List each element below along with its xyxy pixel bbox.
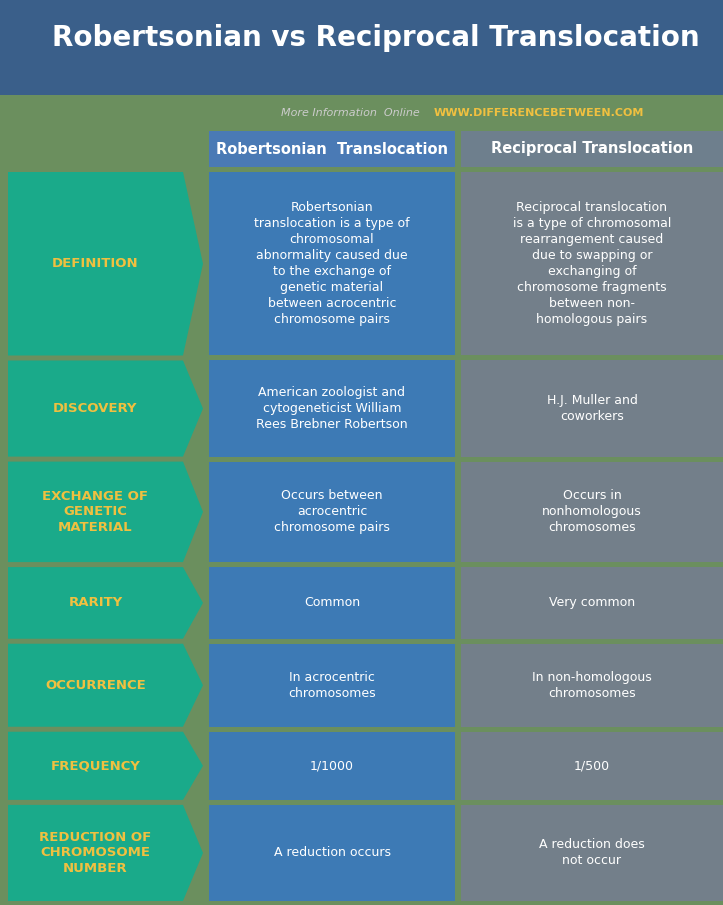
FancyBboxPatch shape xyxy=(209,172,455,356)
Polygon shape xyxy=(8,360,203,457)
Text: Occurs in
nonhomologous
chromosomes: Occurs in nonhomologous chromosomes xyxy=(542,490,642,534)
Text: Robertsonian vs Reciprocal Translocation: Robertsonian vs Reciprocal Translocation xyxy=(52,24,700,52)
Text: Robertsonian
translocation is a type of
chromosomal
abnormality caused due
to th: Robertsonian translocation is a type of … xyxy=(254,201,410,326)
Text: EXCHANGE OF
GENETIC
MATERIAL: EXCHANGE OF GENETIC MATERIAL xyxy=(43,490,148,534)
Text: DEFINITION: DEFINITION xyxy=(52,257,139,271)
Text: A reduction does
not occur: A reduction does not occur xyxy=(539,838,645,868)
FancyBboxPatch shape xyxy=(461,567,723,639)
FancyBboxPatch shape xyxy=(461,172,723,356)
FancyBboxPatch shape xyxy=(209,360,455,457)
Polygon shape xyxy=(8,805,203,901)
Text: More Information  Online: More Information Online xyxy=(281,108,427,118)
FancyBboxPatch shape xyxy=(461,643,723,727)
Text: 1/500: 1/500 xyxy=(574,759,610,772)
FancyBboxPatch shape xyxy=(209,643,455,727)
FancyBboxPatch shape xyxy=(0,0,723,95)
Text: REDUCTION OF
CHROMOSOME
NUMBER: REDUCTION OF CHROMOSOME NUMBER xyxy=(39,831,152,875)
Text: Very common: Very common xyxy=(549,596,635,609)
Polygon shape xyxy=(8,567,203,639)
Polygon shape xyxy=(8,732,203,800)
Text: In acrocentric
chromosomes: In acrocentric chromosomes xyxy=(288,671,376,700)
FancyBboxPatch shape xyxy=(461,360,723,457)
Text: H.J. Muller and
coworkers: H.J. Muller and coworkers xyxy=(547,394,638,423)
FancyBboxPatch shape xyxy=(209,567,455,639)
FancyBboxPatch shape xyxy=(209,805,455,901)
Text: Common: Common xyxy=(304,596,360,609)
FancyBboxPatch shape xyxy=(209,462,455,562)
Polygon shape xyxy=(8,462,203,562)
Text: Occurs between
acrocentric
chromosome pairs: Occurs between acrocentric chromosome pa… xyxy=(274,490,390,534)
Text: Reciprocal Translocation: Reciprocal Translocation xyxy=(491,141,693,157)
FancyBboxPatch shape xyxy=(461,131,723,167)
Text: DISCOVERY: DISCOVERY xyxy=(54,402,138,415)
Text: WWW.DIFFERENCEBETWEEN.COM: WWW.DIFFERENCEBETWEEN.COM xyxy=(434,108,644,118)
FancyBboxPatch shape xyxy=(209,131,455,167)
Polygon shape xyxy=(8,643,203,727)
FancyBboxPatch shape xyxy=(461,732,723,800)
Text: FREQUENCY: FREQUENCY xyxy=(51,759,140,772)
Text: OCCURRENCE: OCCURRENCE xyxy=(45,679,146,691)
Text: American zoologist and
cytogeneticist William
Rees Brebner Robertson: American zoologist and cytogeneticist Wi… xyxy=(256,386,408,431)
Text: In non-homologous
chromosomes: In non-homologous chromosomes xyxy=(532,671,652,700)
Polygon shape xyxy=(8,172,203,356)
Text: Robertsonian  Translocation: Robertsonian Translocation xyxy=(216,141,448,157)
FancyBboxPatch shape xyxy=(461,805,723,901)
FancyBboxPatch shape xyxy=(461,462,723,562)
Text: A reduction occurs: A reduction occurs xyxy=(273,846,390,860)
Text: Reciprocal translocation
is a type of chromosomal
rearrangement caused
due to sw: Reciprocal translocation is a type of ch… xyxy=(513,201,671,326)
Text: 1/1000: 1/1000 xyxy=(310,759,354,772)
FancyBboxPatch shape xyxy=(209,732,455,800)
Text: RARITY: RARITY xyxy=(69,596,123,609)
